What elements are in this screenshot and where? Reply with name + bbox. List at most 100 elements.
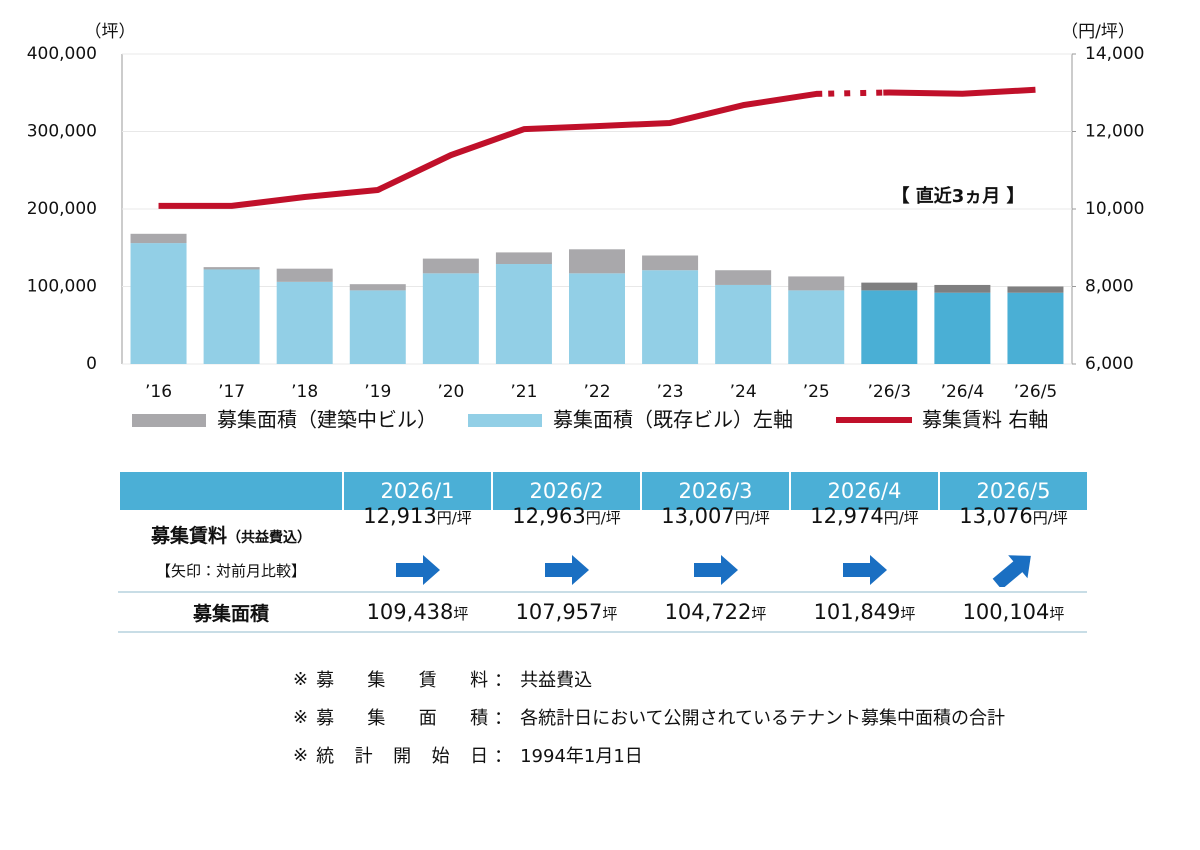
- area-unit: 坪: [602, 605, 618, 623]
- rent-value: 13,076: [959, 504, 1033, 528]
- rent-value-line: 12,913円/坪: [344, 504, 491, 528]
- bar: [642, 270, 699, 364]
- chart: （坪） （円/坪） 【 直近3ヵ月 】 0 100,000 200,000 300,0…: [27, 22, 1145, 432]
- rent-unit: 円/坪: [436, 509, 472, 527]
- note-row: ※ 募集賃料： 共益費込: [293, 660, 1005, 698]
- y-tick-label: 300,000: [27, 122, 97, 142]
- note-row: ※ 統計開始日： 1994年1月1日: [293, 736, 1005, 774]
- bar: [276, 281, 333, 364]
- rent-cell: 12,974円/坪: [789, 504, 939, 593]
- x-tick-label: ’22: [583, 382, 610, 402]
- bar: [788, 276, 845, 291]
- area-cell: 100,104坪: [938, 592, 1087, 633]
- bar: [569, 273, 625, 364]
- bar: [130, 243, 187, 364]
- x-tick-label: ’18: [291, 382, 318, 402]
- y-tick-label: 400,000: [27, 44, 97, 64]
- y2-tick-label: 8,000: [1085, 277, 1134, 297]
- x-tick-label: ’20: [437, 382, 464, 402]
- bar: [422, 273, 479, 364]
- note-label: 募集面積: [316, 708, 489, 729]
- rent-value: 13,007: [661, 504, 735, 528]
- area-cell: 109,438坪: [342, 592, 492, 633]
- notes: ※ 募集賃料：共益費込 ※ 募集面積：各統計日において公開されているテナント募集中面積…: [293, 660, 1005, 774]
- bar: [349, 290, 406, 364]
- bar: [715, 270, 772, 285]
- trend-arrow-icon: [395, 555, 440, 585]
- bar: [861, 282, 918, 291]
- legend-label: 募集面積（建築中ビル）: [217, 408, 437, 432]
- bar: [495, 252, 552, 265]
- y-tick-label: 200,000: [27, 199, 97, 219]
- x-tick-label: ’21: [510, 382, 537, 402]
- rent-row: 募集賃料（共益費込） 【矢印：対前月比較】 12,913円/坪 12,963円/坪 13…: [118, 504, 1087, 593]
- trend-arrow-icon: [992, 555, 1031, 590]
- y2-tick-label: 12,000: [1085, 122, 1144, 142]
- area-cell: 107,957坪: [491, 592, 641, 633]
- note-mark: ※: [293, 668, 309, 690]
- row-label-cell: 募集面積: [118, 592, 343, 633]
- header-cell: 2026/2: [491, 472, 641, 510]
- rent-cell: 13,076円/坪: [938, 504, 1087, 593]
- header-cell: 2026/5: [938, 472, 1087, 510]
- area-row: 募集面積 109,438坪 107,957坪 104,722坪 101,849坪 100,…: [118, 592, 1087, 633]
- bar: [495, 264, 552, 364]
- rent-cell: 12,963円/坪: [491, 504, 641, 593]
- trend-arrow: [842, 555, 887, 585]
- area-unit: 坪: [900, 605, 916, 623]
- trend-arrow-icon: [842, 555, 887, 585]
- bar: [569, 249, 625, 274]
- x-tick-label: ’26/4: [941, 382, 985, 402]
- rent-value-line: 13,076円/坪: [940, 504, 1087, 528]
- x-tick-label: ’17: [218, 382, 245, 402]
- trend-arrow: [693, 555, 738, 585]
- note-sep: ：: [494, 670, 513, 691]
- rent-cell: 13,007円/坪: [640, 504, 790, 593]
- area-cell: 101,849坪: [789, 592, 939, 633]
- note-row: ※ 募集面積： 各統計日において公開されているテナント募集中面積の合計: [293, 698, 1005, 736]
- line: [158, 86, 1036, 209]
- trend-arrow-shape: [992, 555, 1031, 590]
- note-text: 1994年1月1日: [520, 746, 643, 767]
- bar: [861, 290, 918, 364]
- rent-unit: 円/坪: [883, 509, 919, 527]
- bar: [276, 268, 333, 282]
- rent-value-line: 13,007円/坪: [642, 504, 789, 528]
- trend-arrow: [992, 555, 1031, 590]
- y2-tick-label: 6,000: [1085, 354, 1134, 374]
- legend-label: 募集賃料 右軸: [922, 408, 1048, 432]
- x-tick-label: ’19: [364, 382, 391, 402]
- x-tick-label: ’16: [145, 382, 172, 402]
- rent-sub: 【矢印：対前月比較】: [155, 561, 306, 580]
- trend-arrow-shape: [544, 555, 589, 585]
- note-text: 各統計日において公開されているテナント募集中面積の合計: [520, 708, 1006, 729]
- rent-note: （共益費込）: [227, 529, 311, 546]
- trend-arrow: [395, 555, 440, 585]
- area-value: 101,849: [813, 600, 901, 624]
- trend-arrow-icon: [544, 555, 589, 585]
- header-cell: 2026/3: [640, 472, 790, 510]
- y-tick-label: 100,000: [27, 277, 97, 297]
- rent-cell: 12,913円/坪: [342, 504, 492, 593]
- rent-label: 募集賃料: [150, 524, 227, 547]
- rent-value-line: 12,974円/坪: [791, 504, 938, 528]
- area-value: 107,957: [515, 600, 603, 624]
- area-unit: 坪: [751, 605, 767, 623]
- header-row: 2026/1 2026/2 2026/3 2026/4 2026/5: [118, 472, 1087, 510]
- x-tick-label: ’26/5: [1014, 382, 1058, 402]
- legend-swatch: [132, 414, 206, 427]
- rent-value-line: 12,963円/坪: [493, 504, 640, 528]
- area-value: 104,722: [664, 600, 752, 624]
- rent-unit: 円/坪: [734, 509, 770, 527]
- bar: [1007, 292, 1064, 364]
- note-mark: ※: [293, 744, 309, 766]
- area-unit: 坪: [453, 605, 469, 623]
- rent-unit: 円/坪: [1032, 509, 1068, 527]
- trend-arrow-shape: [693, 555, 738, 585]
- bar: [934, 292, 991, 364]
- annotation: 【 直近3ヵ月 】: [891, 185, 1024, 207]
- bar: [715, 284, 772, 364]
- note-sep: ：: [494, 708, 513, 729]
- bar: [642, 255, 699, 271]
